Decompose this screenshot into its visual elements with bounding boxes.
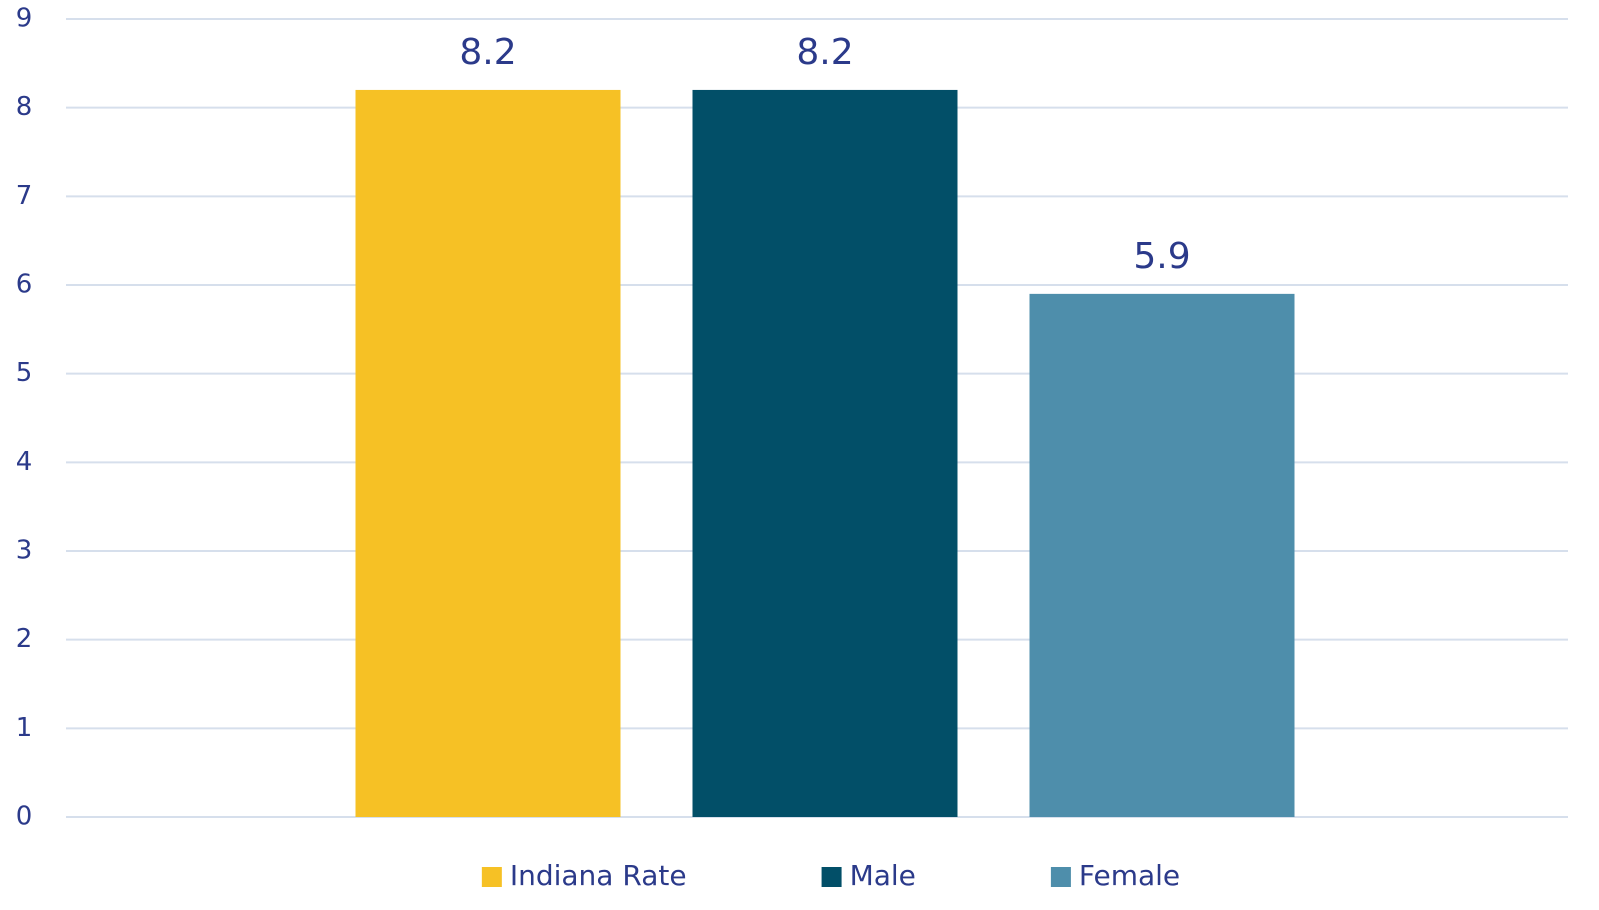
legend-swatch <box>821 867 842 887</box>
y-tick-label: 6 <box>16 270 33 300</box>
legend-label: Indiana Rate <box>510 859 687 892</box>
legend-swatch <box>1050 867 1071 887</box>
legend-swatch <box>481 867 502 887</box>
data-label: 8.2 <box>796 32 853 73</box>
data-label: 8.2 <box>459 32 516 73</box>
y-tick-label: 7 <box>16 181 33 211</box>
legend-label: Male <box>850 859 916 892</box>
y-tick-label: 1 <box>16 713 33 743</box>
bar <box>1029 293 1295 817</box>
y-tick-label: 3 <box>16 536 33 566</box>
y-tick-label: 8 <box>16 92 33 122</box>
bar <box>692 89 958 817</box>
bar <box>355 89 621 817</box>
y-tick-label: 0 <box>16 802 33 832</box>
legend-label: Female <box>1079 859 1180 892</box>
y-tick-label: 2 <box>16 624 33 654</box>
y-tick-label: 5 <box>16 358 33 388</box>
y-tick-label: 9 <box>16 4 33 34</box>
y-tick-label: 4 <box>16 447 33 477</box>
data-label: 5.9 <box>1133 236 1190 277</box>
